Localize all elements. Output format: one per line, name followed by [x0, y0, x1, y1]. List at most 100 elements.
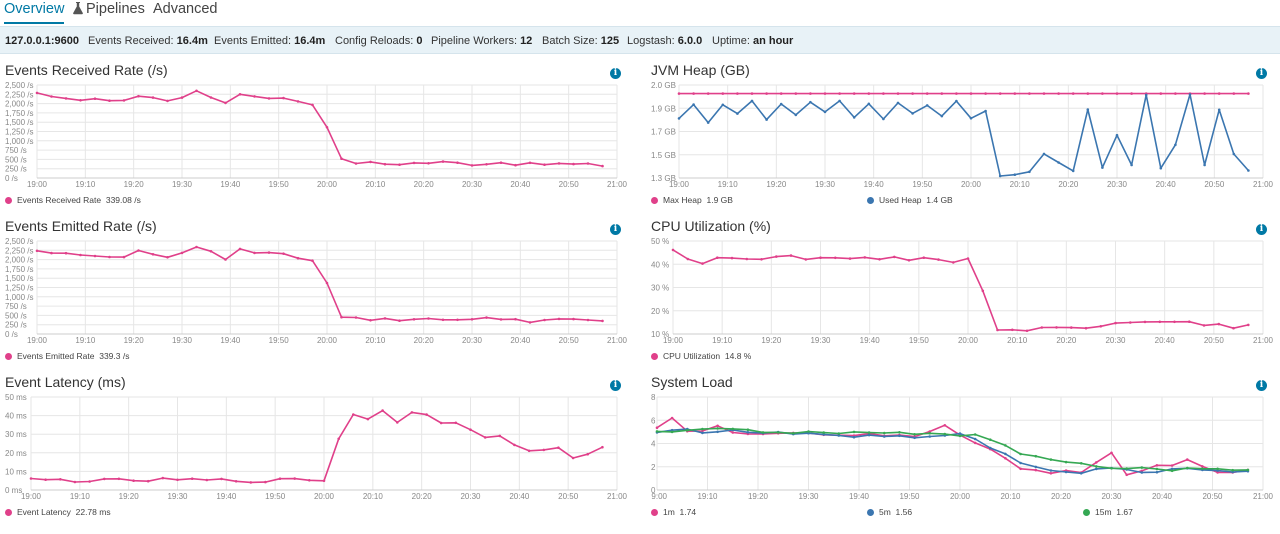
data-point — [29, 477, 33, 480]
tab-overview[interactable]: Overview — [4, 1, 65, 17]
data-point — [838, 92, 841, 95]
info-icon[interactable]: i — [1256, 68, 1267, 79]
tab-pipelines[interactable]: Pipelines — [73, 1, 145, 17]
data-point — [655, 430, 659, 433]
status-uptime: Uptime: an hour — [712, 35, 794, 47]
data-point — [896, 101, 900, 105]
data-point — [896, 92, 900, 95]
data-point — [456, 161, 459, 164]
data-point — [686, 257, 690, 261]
data-point — [776, 431, 780, 434]
x-tick-label: 19:10 — [718, 180, 739, 189]
legend-item[interactable]: CPU Utilization 14.8 % — [651, 351, 751, 361]
info-icon[interactable]: i — [610, 380, 621, 391]
legend-item[interactable]: Used Heap 1.4 GB — [867, 195, 953, 205]
data-point — [282, 252, 285, 255]
legend-item[interactable]: 5m 1.56 — [867, 507, 912, 517]
data-point — [1159, 166, 1163, 170]
y-tick-label: 2,250 /s — [5, 246, 33, 255]
y-tick-label: 2,500 /s — [5, 237, 33, 246]
data-point — [852, 430, 856, 434]
panel-title: Events Received Rate (/s) — [5, 62, 168, 78]
legend-item[interactable]: Event Latency 22.78 ms — [5, 507, 111, 517]
series-line — [36, 90, 603, 167]
y-tick-label: 1.7 GB — [651, 128, 676, 137]
data-point — [132, 479, 135, 482]
y-tick-label: 40 ms — [5, 412, 27, 421]
status-events-emitted: Events Emitted: 16.4m — [214, 35, 326, 47]
data-point — [745, 257, 749, 261]
legend-item[interactable]: Events Emitted Rate 339.3 /s — [5, 351, 129, 361]
y-tick-label: 6 — [651, 416, 656, 425]
legend-label: Events Emitted Rate — [17, 351, 95, 361]
data-point — [984, 92, 987, 95]
data-point — [867, 92, 871, 95]
data-point — [1004, 457, 1007, 460]
data-point — [1095, 465, 1098, 468]
data-point — [325, 281, 329, 285]
data-point — [586, 162, 590, 165]
data-point — [1155, 467, 1159, 471]
panel-title: JVM Heap (GB) — [651, 62, 750, 78]
info-icon[interactable]: i — [1256, 380, 1267, 391]
y-tick-label: 1.9 GB — [651, 104, 676, 113]
series-color-swatch — [5, 509, 12, 516]
data-point — [282, 96, 285, 100]
data-point — [354, 316, 358, 319]
data-point — [677, 117, 681, 120]
legend-item[interactable]: Events Received Rate 339.08 /s — [5, 195, 141, 205]
data-point — [867, 431, 871, 434]
active-tab-indicator — [4, 22, 64, 24]
status-bar: 127.0.0.1:9600 Events Received: 16.4m Ev… — [0, 26, 1280, 54]
info-icon[interactable]: i — [1256, 224, 1267, 235]
data-point — [1203, 92, 1206, 95]
data-point — [883, 435, 886, 438]
data-point — [137, 249, 140, 252]
data-point — [1110, 467, 1113, 470]
data-point — [470, 164, 474, 167]
legend-item[interactable]: 15m 1.67 — [1083, 507, 1133, 517]
data-point — [670, 430, 674, 434]
cpu-utilization-chart: 19:00 19:10 19:20 19:30 19:40 19:50 20:00 20:10… — [651, 237, 1273, 345]
data-point — [863, 256, 867, 259]
y-tick-label: 1,750 /s — [5, 109, 33, 118]
data-point — [514, 163, 517, 167]
data-point — [716, 424, 719, 428]
y-tick-label: 4 — [651, 440, 656, 449]
data-point — [922, 256, 926, 259]
data-point — [1095, 461, 1098, 464]
data-point — [311, 259, 314, 262]
data-point — [108, 255, 111, 259]
cpu-utilization-panel: CPU Utilization (%) i 19:00 19:10 19:20 19:… — [651, 218, 1273, 368]
legend-item[interactable]: Max Heap 1.9 GB — [651, 195, 733, 205]
series-color-swatch — [651, 509, 658, 516]
system-load-chart: 19:00 19:10 19:20 19:30 19:40 19:50 20:00 20:10… — [651, 393, 1273, 501]
legend-item[interactable]: 1m 1.74 — [651, 507, 696, 517]
data-point — [528, 321, 532, 324]
data-point — [677, 92, 681, 95]
info-icon[interactable]: i — [610, 224, 621, 235]
data-point — [1049, 469, 1053, 472]
top-nav-tabs: Overview Pipelines Advanced — [0, 0, 1280, 26]
data-point — [1079, 462, 1083, 465]
x-tick-label: 19:00 — [27, 180, 48, 189]
jvm-heap-chart: 19:00 19:10 19:20 19:30 19:40 19:50 20:00 20:10… — [651, 81, 1273, 189]
x-tick-label: 20:40 — [1156, 180, 1177, 189]
info-icon[interactable]: i — [610, 68, 621, 79]
data-point — [381, 409, 384, 412]
data-point — [852, 435, 856, 439]
data-point — [412, 318, 416, 321]
tab-advanced[interactable]: Advanced — [153, 1, 218, 17]
data-point — [514, 317, 517, 321]
y-tick-label: 8 — [651, 393, 656, 402]
data-point — [572, 162, 575, 166]
data-point — [973, 441, 977, 445]
data-point — [1232, 92, 1236, 95]
data-point — [1247, 92, 1250, 95]
legend-label: Max Heap — [663, 195, 702, 205]
data-point — [1247, 323, 1250, 327]
data-point — [1173, 320, 1176, 324]
data-point — [1155, 464, 1159, 467]
data-point — [837, 432, 841, 435]
legend-label: 15m — [1095, 507, 1112, 517]
